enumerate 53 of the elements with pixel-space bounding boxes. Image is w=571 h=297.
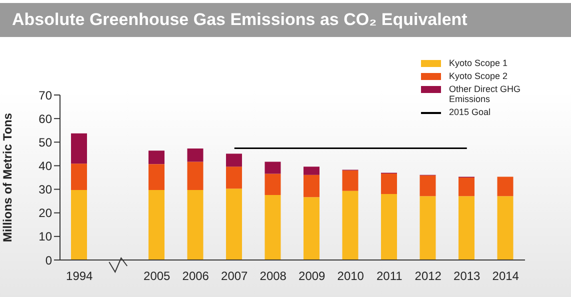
x-tick-label: 2007 bbox=[221, 269, 248, 283]
y-tick-label: 60 bbox=[38, 112, 52, 126]
legend-label: Other Direct GHG Emissions bbox=[449, 84, 522, 104]
bar bbox=[420, 196, 436, 260]
x-tick-label: 2008 bbox=[260, 269, 287, 283]
x-tick-label: 2010 bbox=[337, 269, 364, 283]
bar bbox=[304, 166, 320, 175]
y-tick-label: 10 bbox=[38, 230, 52, 244]
x-tick-label: 1994 bbox=[66, 269, 94, 283]
bar bbox=[304, 174, 320, 198]
bar bbox=[148, 150, 164, 164]
y-tick-label: 30 bbox=[38, 182, 52, 197]
bar bbox=[342, 190, 358, 260]
y-tick-label: 50 bbox=[38, 135, 52, 150]
chart-title: Absolute Greenhouse Gas Emissions as CO₂ Equivalent bbox=[0, 3, 571, 37]
y-tick-label: 70 bbox=[38, 88, 52, 102]
y-axis-title: Millions of Metric Tons bbox=[0, 112, 14, 242]
x-tick-label: 2005 bbox=[144, 269, 171, 283]
bar bbox=[458, 178, 474, 196]
x-tick-label: 2013 bbox=[454, 269, 481, 283]
bar bbox=[71, 190, 87, 260]
bar bbox=[420, 175, 436, 196]
bar bbox=[342, 170, 358, 191]
bar bbox=[226, 166, 242, 189]
bar bbox=[226, 154, 242, 167]
bar bbox=[304, 197, 320, 260]
bar bbox=[187, 162, 204, 190]
y-tick-label: 40 bbox=[38, 158, 52, 173]
x-tick-label: 2009 bbox=[298, 269, 326, 283]
bar bbox=[226, 188, 242, 260]
y-tick-label: 20 bbox=[38, 206, 52, 220]
y-tick-label: 0 bbox=[45, 253, 52, 268]
bar bbox=[264, 174, 281, 195]
bar bbox=[458, 196, 474, 260]
bar bbox=[264, 194, 281, 260]
bar bbox=[381, 173, 397, 194]
bar bbox=[148, 190, 164, 260]
x-tick-label: 2014 bbox=[492, 269, 520, 283]
bar bbox=[381, 194, 397, 260]
x-tick-label: 2006 bbox=[182, 269, 210, 283]
bar bbox=[148, 164, 164, 190]
legend-label: 2015 Goal bbox=[449, 107, 491, 117]
bar bbox=[497, 196, 514, 260]
bar bbox=[264, 162, 281, 174]
x-tick-label: 2011 bbox=[376, 269, 403, 283]
legend-label: Kyoto Scope 1 bbox=[449, 58, 508, 68]
bar bbox=[187, 190, 204, 260]
bar bbox=[71, 164, 87, 190]
x-tick-label: 2012 bbox=[414, 269, 442, 283]
bar bbox=[497, 176, 514, 196]
bar bbox=[187, 148, 204, 162]
legend-label: Kyoto Scope 2 bbox=[449, 71, 508, 81]
bar bbox=[71, 133, 87, 164]
